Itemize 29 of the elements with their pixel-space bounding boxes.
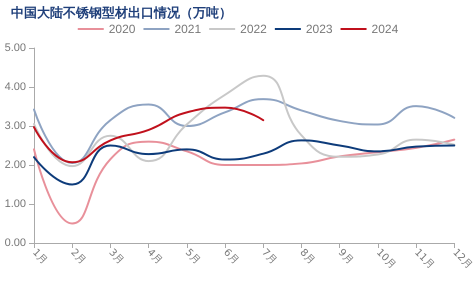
legend-label: 2024 [372, 22, 399, 36]
x-tick-label: 3月 [106, 247, 126, 266]
x-tick-label: 7月 [259, 247, 279, 266]
x-tick-label: 9月 [336, 247, 356, 266]
y-tick-label: 1.00 [4, 198, 26, 210]
x-tick-label: 5月 [182, 247, 202, 266]
x-tick-label: 8月 [298, 247, 317, 266]
legend-label: 2023 [306, 22, 333, 36]
line-series [33, 139, 456, 186]
x-tick-label: 2月 [68, 247, 88, 266]
line-series [33, 98, 456, 164]
x-tick-label: 6月 [221, 247, 240, 266]
x-tick-label: 12月 [450, 247, 474, 271]
legend-label: 2020 [108, 22, 136, 36]
x-tick-label: 11月 [412, 247, 436, 271]
legend-label: 2021 [174, 22, 202, 36]
line-series [33, 106, 264, 164]
line-series [33, 74, 456, 168]
y-tick-label: 0.00 [4, 237, 26, 249]
chart-title: 中国大陆不锈钢型材出口情况（万吨） [11, 6, 232, 21]
x-tick-label: 4月 [144, 247, 164, 266]
x-tick-label: 1月 [30, 247, 50, 266]
y-tick-label: 4.00 [4, 81, 26, 93]
legend-label: 2022 [240, 22, 268, 36]
y-tick-label: 5.00 [4, 42, 26, 54]
x-tick-label: 10月 [374, 247, 398, 271]
y-tick-label: 3.00 [4, 120, 26, 132]
y-tick-label: 2.00 [4, 159, 26, 171]
line-series [33, 138, 456, 224]
